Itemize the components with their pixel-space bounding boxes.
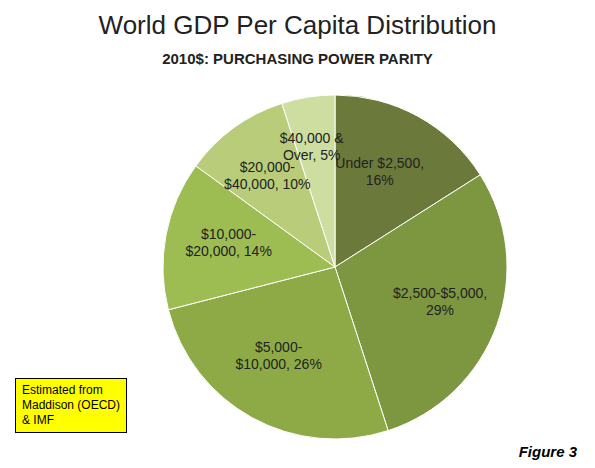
svg-text:$20,000-$40,000, 10%: $20,000-$40,000, 10% bbox=[224, 159, 310, 192]
svg-text:$40,000 &Over, 5%: $40,000 &Over, 5% bbox=[280, 130, 344, 163]
html-text:Figure 3: Figure 3 bbox=[518, 443, 577, 460]
svg-text:$10,000-$20,000, 14%: $10,000-$20,000, 14% bbox=[185, 226, 271, 259]
html-text:2010$: PURCHASING POWER PARITY: 2010$: PURCHASING POWER PARITY bbox=[162, 50, 433, 67]
svg-text:$2,500-$5,000,29%: $2,500-$5,000,29% bbox=[393, 285, 487, 318]
svg-text:Under $2,500,16%: Under $2,500,16% bbox=[335, 155, 424, 188]
svg-text:$5,000-$10,000, 26%: $5,000-$10,000, 26% bbox=[235, 339, 321, 372]
html-text:Estimated from Maddison (OECD): Estimated from Maddison (OECD) & IMF bbox=[22, 383, 120, 427]
html-text:World GDP Per Capita Distribut: World GDP Per Capita Distribution bbox=[98, 10, 497, 40]
